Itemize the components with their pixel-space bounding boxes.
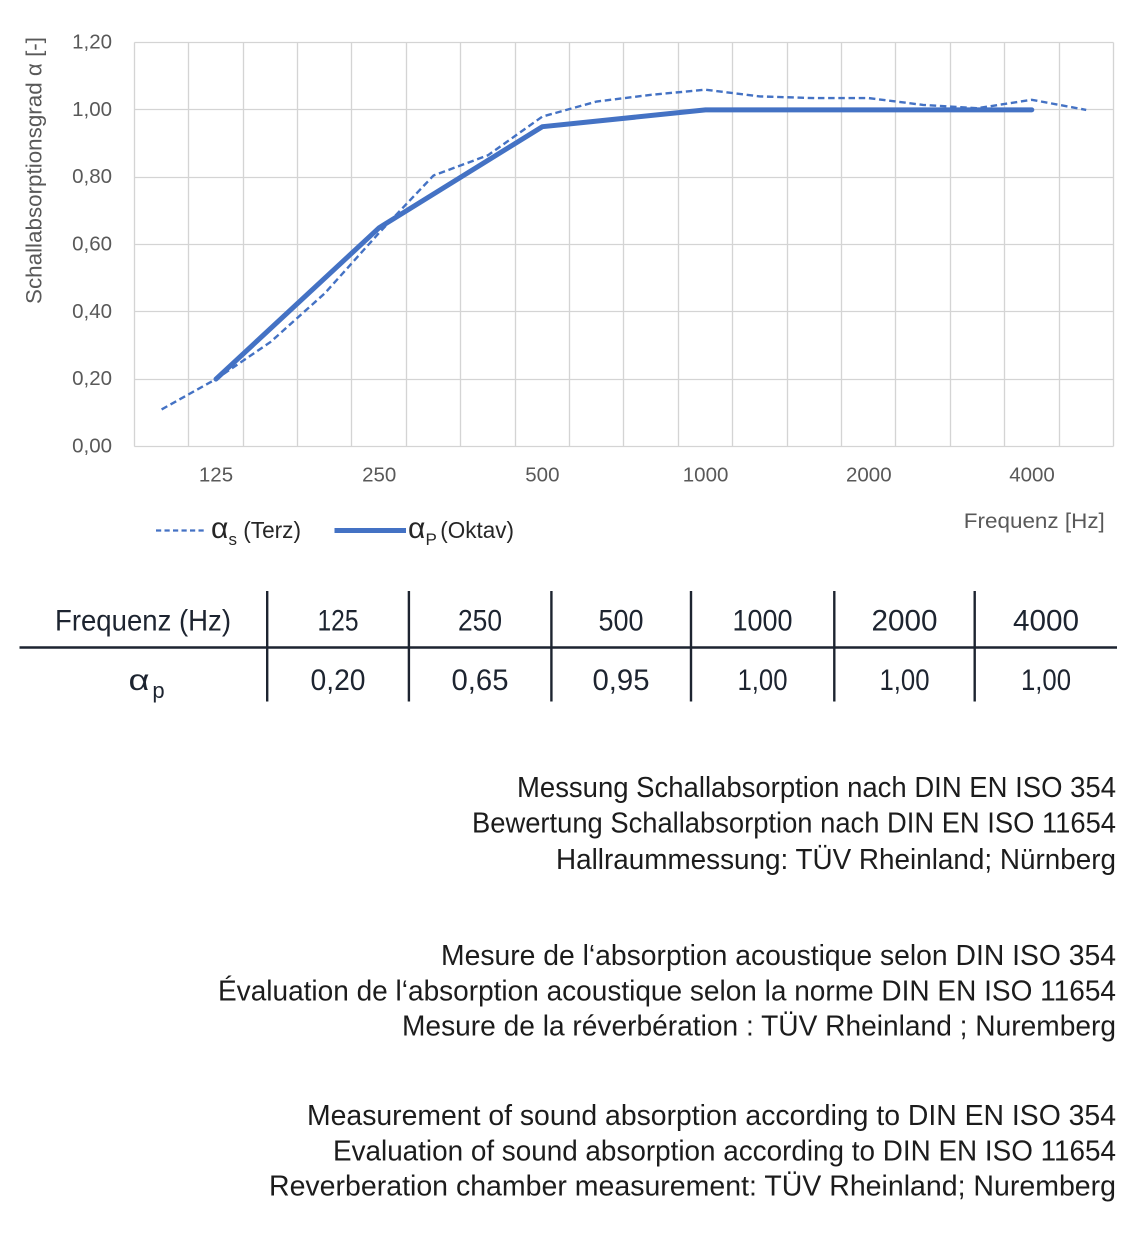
svg-text:500: 500 [525,463,559,486]
svg-text:2000: 2000 [846,463,892,486]
svg-text:Évaluation de l‘absorption aco: Évaluation de l‘absorption acoustique se… [218,975,1116,1008]
svg-text:0,60: 0,60 [72,233,112,256]
svg-text:1,00: 1,00 [1021,664,1071,697]
svg-text:Schallabsorptionsgrad α [-]: Schallabsorptionsgrad α [-] [22,37,47,304]
svg-text:Mesure de l‘absorption acousti: Mesure de l‘absorption acoustique selon … [441,940,1116,972]
svg-text:0,20: 0,20 [72,367,112,390]
svg-text:p: p [152,678,164,703]
svg-text:(Terz): (Terz) [237,517,301,543]
svg-text:1000: 1000 [733,605,793,638]
svg-text:0,65: 0,65 [452,664,509,697]
svg-text:Hallraummessung: TÜV Rheinland: Hallraummessung: TÜV Rheinland; Nürnberg [556,844,1116,876]
svg-text:1,20: 1,20 [72,31,112,54]
svg-text:1,00: 1,00 [880,664,930,697]
svg-text:0,95: 0,95 [593,664,650,697]
svg-text:0,00: 0,00 [72,434,112,457]
svg-text:(Oktav): (Oktav) [434,517,514,543]
svg-text:α: α [408,512,425,545]
svg-text:Messung Schallabsorption nach: Messung Schallabsorption nach DIN EN ISO… [517,772,1116,804]
svg-text:2000: 2000 [872,605,938,638]
svg-text:0,80: 0,80 [72,165,112,188]
svg-text:Bewertung Schallabsorption nac: Bewertung Schallabsorption nach DIN EN I… [472,808,1116,840]
svg-text:4000: 4000 [1009,463,1055,486]
svg-text:125: 125 [199,463,233,486]
svg-text:0,20: 0,20 [311,664,366,697]
svg-text:P: P [426,530,437,549]
svg-text:250: 250 [362,463,396,486]
svg-text:Evaluation of sound absorption: Evaluation of sound absorption according… [333,1136,1116,1168]
svg-text:500: 500 [599,605,644,638]
svg-text:Measurement of sound absorptio: Measurement of sound absorption accordin… [307,1100,1116,1132]
svg-text:0,40: 0,40 [72,300,112,323]
svg-text:1,00: 1,00 [738,664,788,697]
svg-text:125: 125 [318,605,359,638]
svg-text:α: α [129,664,150,697]
svg-text:250: 250 [458,605,502,638]
svg-text:Frequenz (Hz): Frequenz (Hz) [55,605,231,638]
svg-text:s: s [229,530,238,549]
svg-text:Frequenz [Hz]: Frequenz [Hz] [964,509,1105,533]
svg-text:4000: 4000 [1013,605,1079,638]
svg-text:Mesure de la réverbération : T: Mesure de la réverbération : TÜV Rheinla… [402,1010,1116,1042]
svg-text:1000: 1000 [683,463,729,486]
svg-text:1,00: 1,00 [72,98,112,121]
svg-text:Reverberation chamber measurem: Reverberation chamber measurement: TÜV R… [269,1170,1116,1202]
svg-text:α: α [211,512,228,545]
